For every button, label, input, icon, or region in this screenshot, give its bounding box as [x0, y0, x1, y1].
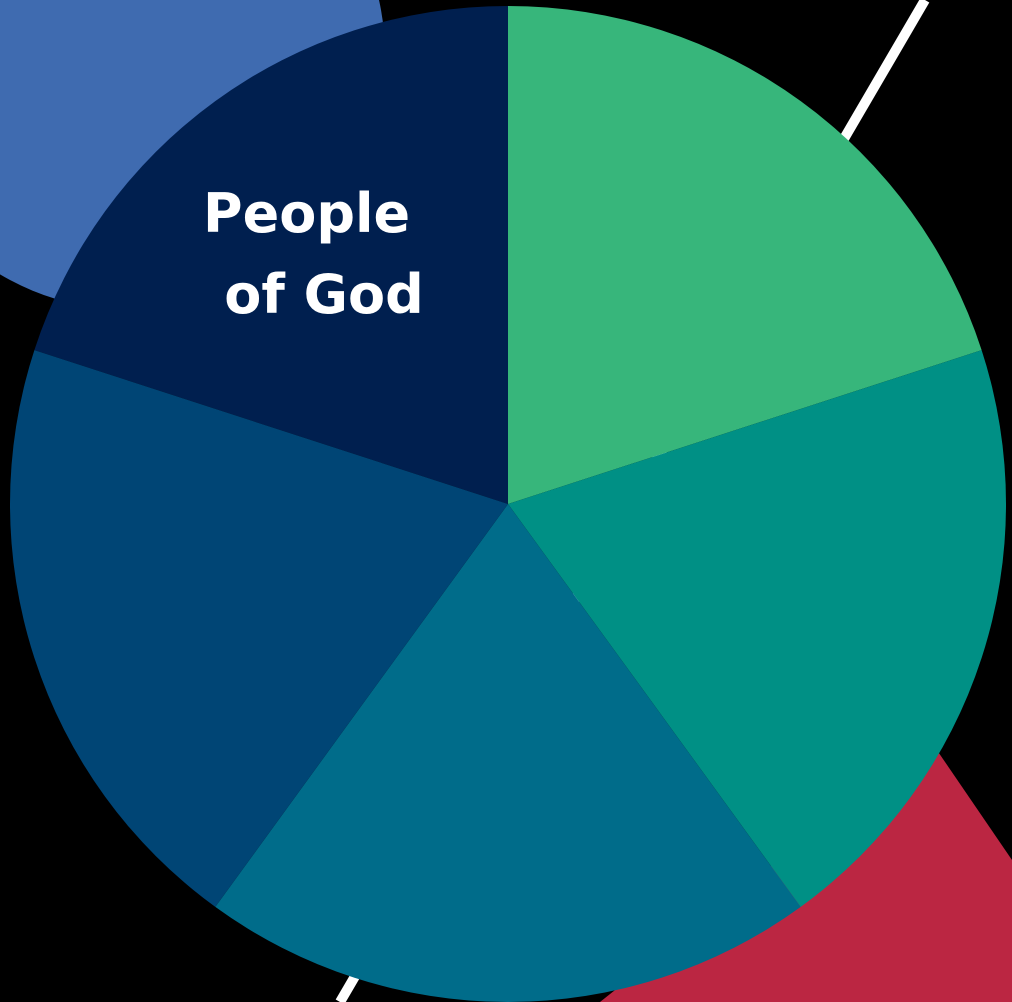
pie-wedge-top-right [508, 6, 982, 504]
pie-wedges [9, 6, 1006, 1002]
segment-label-line-2: of God [224, 263, 423, 326]
pie-wedge-top-left [34, 6, 509, 504]
pie-wedge-right [508, 350, 1006, 907]
segment-label-line-1: People [203, 182, 410, 245]
pie-wedge-bottom [215, 504, 801, 1002]
segment-label-people-of-god: People of God [203, 182, 429, 326]
pie-wedge-left [9, 350, 508, 907]
